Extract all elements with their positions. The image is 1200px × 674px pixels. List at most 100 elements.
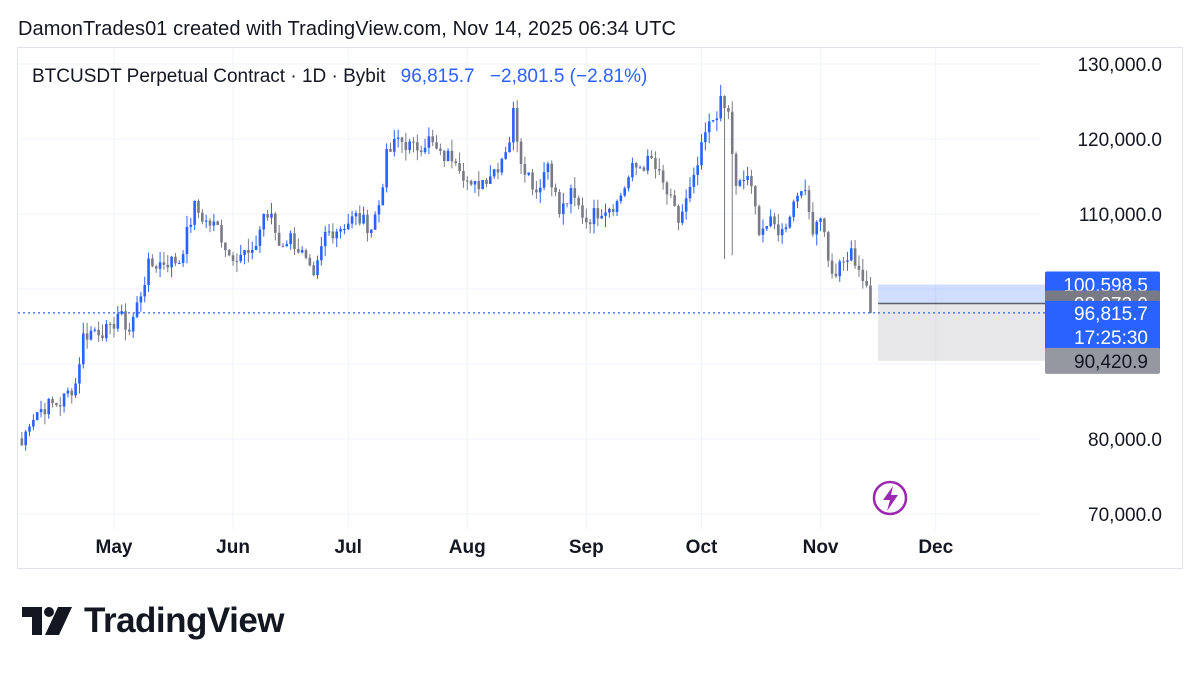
- candle-body: [396, 137, 400, 139]
- candle-body: [308, 257, 312, 266]
- candle-body: [535, 189, 538, 193]
- candle-body: [108, 323, 112, 325]
- last-price-value: 96,815.7: [400, 66, 475, 87]
- symbol-legend: BTCUSDT Perpetual Contract · 1D · Bybit …: [32, 66, 647, 88]
- brand-name: TradingView: [84, 601, 285, 640]
- candle-body: [746, 175, 749, 180]
- candle-body: [339, 229, 342, 232]
- candle-body: [258, 229, 262, 246]
- candle-body: [615, 201, 619, 213]
- candle-body: [585, 217, 588, 223]
- candle-body: [427, 136, 431, 148]
- candle-body: [320, 246, 323, 261]
- y-tick-label: 130,000.0: [1077, 55, 1162, 76]
- y-tick-label: 120,000.0: [1077, 130, 1162, 151]
- candle-body: [769, 216, 772, 227]
- candle-body: [542, 172, 546, 188]
- tradingview-logo-icon: [22, 607, 72, 635]
- x-axis-labels: May Jun Jul Aug Sep Oct Nov Dec: [96, 537, 954, 558]
- price-change: −2,801.5 (−2.81%): [489, 66, 648, 87]
- candle-body: [826, 232, 830, 261]
- candle-body: [235, 260, 239, 262]
- candle-body: [527, 172, 531, 175]
- candle-body: [243, 250, 246, 255]
- candle-body: [131, 316, 135, 332]
- x-tick-label: Dec: [918, 537, 953, 558]
- chart-caption: DamonTrades01 created with TradingView.c…: [18, 18, 677, 40]
- tradingview-brand[interactable]: TradingView: [22, 601, 285, 641]
- candle-body: [51, 398, 54, 404]
- candle-body: [412, 141, 415, 143]
- x-tick-label: Oct: [686, 537, 718, 558]
- y-axis-labels: 70,000.0 80,000.0 110,000.0 120,000.0 130,00…: [1077, 55, 1162, 526]
- candle-body: [101, 335, 104, 339]
- candle-body: [777, 224, 780, 236]
- candle-body: [673, 195, 676, 206]
- candle-body: [815, 221, 819, 235]
- candle-body: [239, 254, 243, 262]
- candle-body: [823, 218, 826, 233]
- candle-body: [707, 121, 711, 133]
- candle-body: [431, 136, 435, 143]
- candle-body: [588, 222, 592, 225]
- candle-body: [277, 232, 281, 246]
- candle-body: [158, 262, 162, 269]
- candle-body: [293, 233, 296, 250]
- candle-body: [377, 205, 381, 215]
- x-tick-label: Jun: [216, 537, 250, 558]
- candle-body: [638, 167, 642, 169]
- candle-body: [408, 141, 411, 151]
- candle-body: [492, 169, 496, 177]
- candle-body: [692, 174, 696, 187]
- candle-body: [684, 198, 688, 212]
- bolt-icon: [872, 480, 908, 516]
- candle-body: [608, 208, 611, 213]
- candle-body: [343, 229, 346, 231]
- candle-body: [454, 161, 458, 164]
- candle-body: [177, 262, 181, 264]
- candle-body: [416, 142, 419, 151]
- candle-body: [704, 132, 707, 143]
- candle-body: [515, 107, 519, 142]
- candle-body: [742, 179, 746, 181]
- candle-body: [143, 285, 147, 297]
- candle-body: [189, 224, 193, 227]
- candle-body: [830, 260, 834, 274]
- candle-body: [24, 431, 27, 446]
- candle-body: [331, 231, 335, 239]
- candle-body: [58, 405, 62, 407]
- candle-body: [281, 245, 285, 247]
- candle-body: [89, 330, 93, 340]
- candle-body: [523, 164, 527, 175]
- price-tag-label: 96,815.7: [1074, 304, 1148, 325]
- candle-body: [350, 216, 354, 224]
- candle-body: [788, 216, 792, 228]
- candle-body: [147, 258, 150, 286]
- candle-body: [857, 265, 861, 270]
- y-tick-label: 110,000.0: [1079, 205, 1162, 226]
- candle-body: [838, 261, 842, 277]
- candle-body: [750, 175, 753, 187]
- candle-body: [504, 152, 507, 159]
- candle-body: [631, 163, 634, 178]
- candle-body: [727, 108, 730, 112]
- candle-body: [250, 249, 254, 253]
- candle-body: [120, 311, 123, 314]
- candle-body: [193, 200, 196, 225]
- candle-body: [135, 302, 139, 317]
- candle-body: [369, 229, 373, 234]
- candle-body: [792, 201, 795, 217]
- candle-body: [861, 269, 865, 281]
- candle-body: [74, 383, 77, 396]
- candle-body: [642, 167, 646, 171]
- candle-body: [285, 244, 289, 247]
- x-tick-label: May: [96, 537, 133, 558]
- candle-body: [404, 141, 408, 151]
- candle-body: [327, 231, 331, 233]
- candle-body: [162, 262, 166, 265]
- candle-body: [381, 187, 385, 206]
- candle-body: [124, 311, 127, 330]
- candle-body: [151, 258, 154, 267]
- candle-body: [842, 261, 845, 263]
